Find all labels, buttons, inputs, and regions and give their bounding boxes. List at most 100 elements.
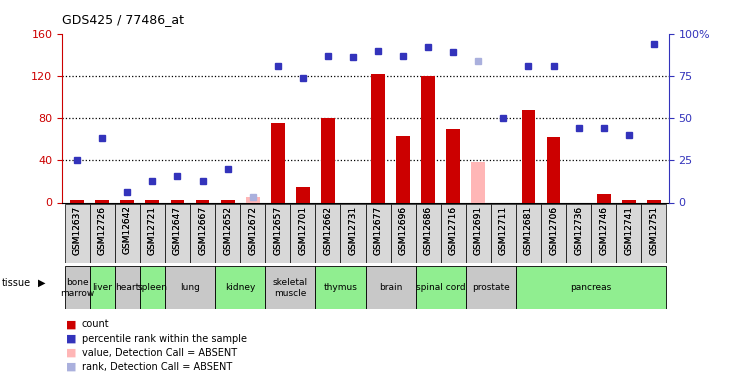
Bar (471, 162, 485, 202)
Bar (265, 204, 290, 262)
Text: GSM12706: GSM12706 (549, 206, 558, 255)
Bar (371, 74, 385, 202)
Text: GSM12721: GSM12721 (148, 206, 157, 255)
Bar (641, 204, 667, 262)
Text: GSM12711: GSM12711 (499, 206, 508, 255)
Bar (396, 136, 410, 202)
Text: GSM12731: GSM12731 (349, 206, 357, 255)
Text: percentile rank within the sample: percentile rank within the sample (82, 334, 247, 344)
Bar (341, 204, 366, 262)
Text: GSM12667: GSM12667 (198, 206, 207, 255)
Bar (95, 200, 109, 202)
Bar (215, 266, 265, 309)
Text: GSM12701: GSM12701 (298, 206, 307, 255)
Bar (165, 266, 215, 309)
Bar (622, 200, 636, 202)
Text: GSM12677: GSM12677 (374, 206, 382, 255)
Bar (616, 204, 641, 262)
Bar (647, 200, 661, 202)
Text: GSM12637: GSM12637 (72, 206, 82, 255)
Text: GSM12751: GSM12751 (649, 206, 659, 255)
Bar (441, 204, 466, 262)
Text: rank, Detection Call = ABSENT: rank, Detection Call = ABSENT (82, 362, 232, 372)
Bar (190, 204, 215, 262)
Text: bone
marrow: bone marrow (60, 278, 94, 297)
Text: lung: lung (180, 284, 200, 292)
Bar (196, 200, 209, 202)
Bar (90, 204, 115, 262)
Text: GSM12751: GSM12751 (649, 206, 659, 255)
Bar (115, 204, 140, 262)
Bar (240, 204, 265, 262)
Text: heart: heart (115, 284, 140, 292)
Text: GSM12746: GSM12746 (599, 206, 608, 255)
Bar (315, 266, 366, 309)
Text: GSM12691: GSM12691 (474, 206, 482, 255)
Bar (516, 266, 667, 309)
Text: GSM12716: GSM12716 (449, 206, 458, 255)
Bar (416, 204, 441, 262)
Text: GSM12652: GSM12652 (223, 206, 232, 255)
Bar (466, 266, 516, 309)
Text: GSM12726: GSM12726 (98, 206, 107, 255)
Bar (271, 123, 284, 202)
Text: GSM12696: GSM12696 (398, 206, 408, 255)
Text: ■: ■ (66, 348, 76, 358)
Text: GSM12711: GSM12711 (499, 206, 508, 255)
Text: spleen: spleen (137, 284, 167, 292)
Text: tissue: tissue (1, 278, 31, 288)
Text: GSM12677: GSM12677 (374, 206, 382, 255)
Text: GSM12706: GSM12706 (549, 206, 558, 255)
Text: value, Detection Call = ABSENT: value, Detection Call = ABSENT (82, 348, 237, 358)
Bar (64, 204, 90, 262)
Text: GSM12731: GSM12731 (349, 206, 357, 255)
Bar (115, 266, 140, 309)
Bar (165, 204, 190, 262)
Bar (321, 118, 335, 202)
Bar (466, 204, 491, 262)
Text: GSM12662: GSM12662 (323, 206, 333, 255)
Text: GSM12667: GSM12667 (198, 206, 207, 255)
Bar (491, 204, 516, 262)
Bar (591, 204, 616, 262)
Bar (140, 266, 165, 309)
Text: GSM12657: GSM12657 (273, 206, 282, 255)
Bar (90, 266, 115, 309)
Bar (64, 266, 90, 309)
Text: GSM12741: GSM12741 (624, 206, 633, 255)
Text: liver: liver (92, 284, 113, 292)
Text: GSM12746: GSM12746 (599, 206, 608, 255)
Text: ■: ■ (66, 320, 76, 329)
Text: ■: ■ (66, 334, 76, 344)
Bar (366, 204, 390, 262)
Bar (290, 204, 315, 262)
Bar (366, 266, 416, 309)
Bar (215, 204, 240, 262)
Text: GSM12637: GSM12637 (72, 206, 82, 255)
Bar (145, 200, 159, 202)
Bar (390, 204, 416, 262)
Text: GSM12642: GSM12642 (123, 206, 132, 254)
Bar (70, 200, 84, 202)
Bar (416, 266, 466, 309)
Text: GSM12741: GSM12741 (624, 206, 633, 255)
Bar (596, 194, 610, 202)
Text: GSM12726: GSM12726 (98, 206, 107, 255)
Bar (315, 204, 341, 262)
Text: GSM12716: GSM12716 (449, 206, 458, 255)
Text: GSM12686: GSM12686 (424, 206, 433, 255)
Bar (516, 204, 541, 262)
Bar (421, 76, 435, 202)
Bar (121, 200, 135, 202)
Text: GSM12657: GSM12657 (273, 206, 282, 255)
Text: ▶: ▶ (38, 278, 45, 288)
Bar (522, 110, 535, 202)
Text: GSM12662: GSM12662 (323, 206, 333, 255)
Bar (447, 129, 460, 202)
Text: GSM12647: GSM12647 (173, 206, 182, 255)
Text: kidney: kidney (225, 284, 255, 292)
Text: GSM12647: GSM12647 (173, 206, 182, 255)
Text: GSM12681: GSM12681 (524, 206, 533, 255)
Text: GSM12691: GSM12691 (474, 206, 482, 255)
Bar (566, 204, 591, 262)
